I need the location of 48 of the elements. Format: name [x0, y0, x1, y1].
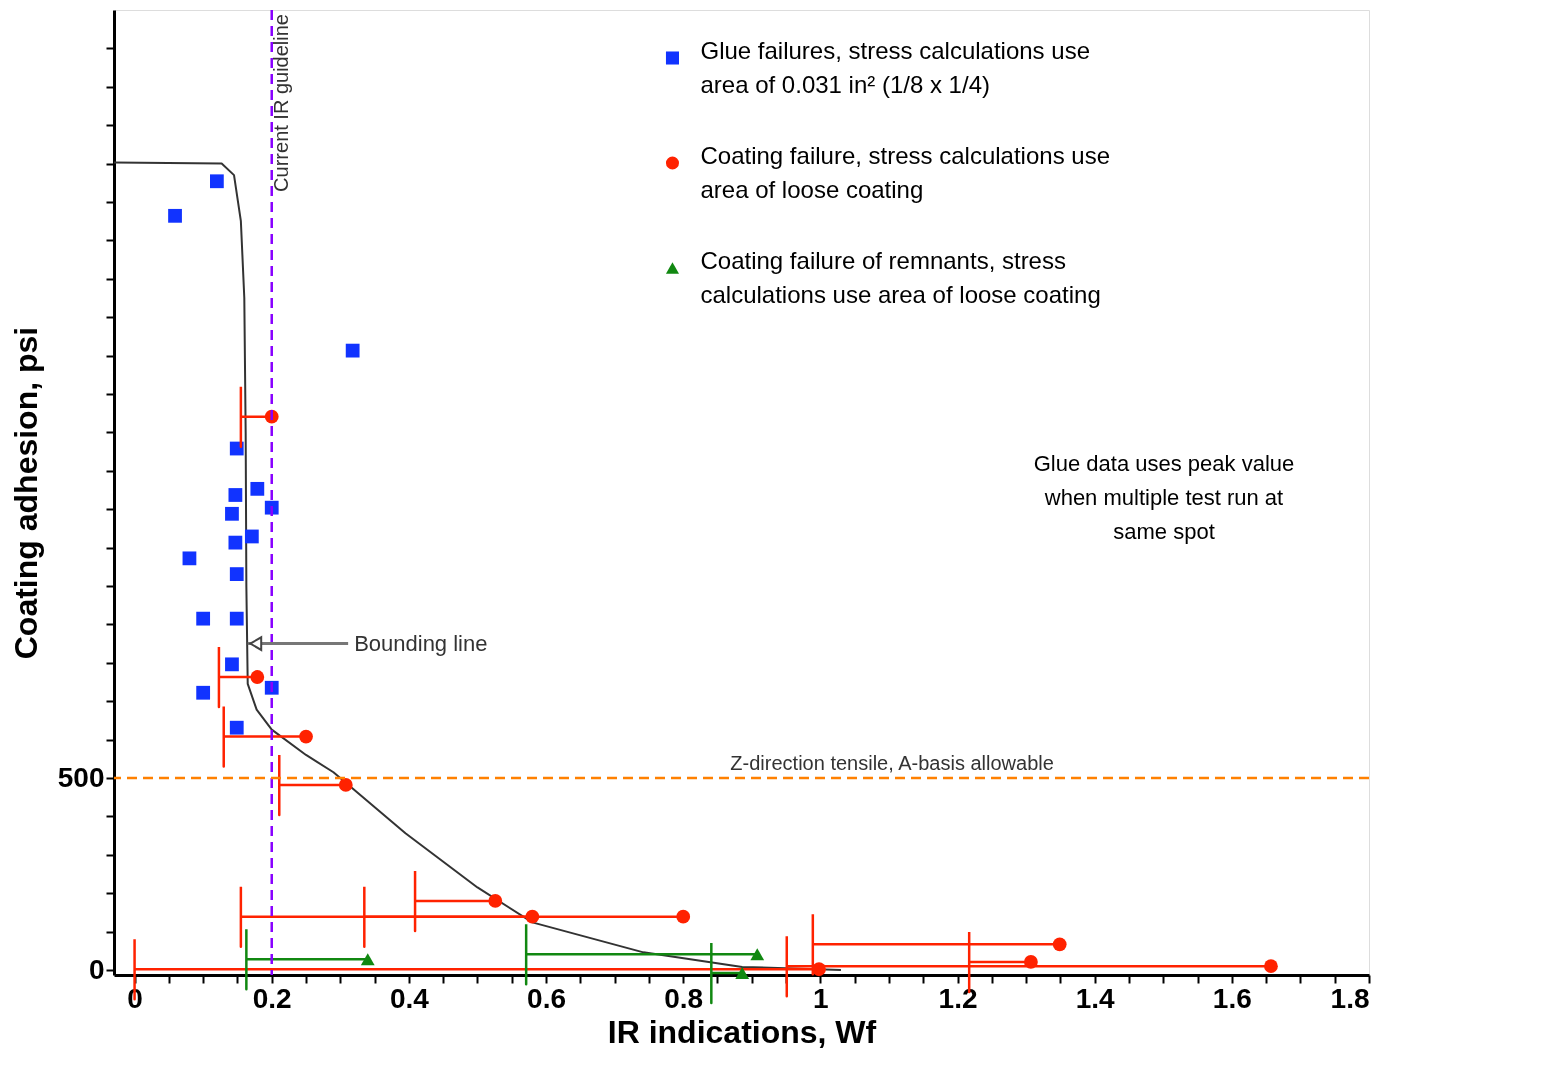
point	[488, 894, 503, 908]
legend-label: Coating failure of remnants, stress calculations use area of loose coating	[700, 247, 1101, 308]
point	[250, 481, 265, 496]
y-tick-label: 500	[57, 761, 105, 793]
point	[225, 657, 239, 672]
x-tick-label: 1.6	[1212, 982, 1252, 1014]
annotation: Bounding line	[354, 630, 488, 656]
point	[228, 488, 243, 502]
point	[196, 611, 211, 626]
point	[229, 720, 244, 735]
point	[345, 343, 360, 358]
point	[676, 909, 691, 924]
point	[360, 953, 375, 966]
point	[250, 670, 265, 684]
point	[229, 611, 244, 626]
y-axis-title: Coating adhesion, psi	[7, 326, 44, 660]
point	[812, 962, 826, 977]
point	[182, 551, 197, 566]
point	[338, 778, 353, 792]
point	[229, 567, 244, 581]
x-tick-label: 1.2	[938, 982, 978, 1014]
x-tick-label: 0	[127, 982, 143, 1014]
x-tick-label: 0.6	[527, 982, 567, 1014]
ref-line-label: Current IR guideline	[269, 14, 292, 192]
legend-label: Coating failure, stress calculations use area of loose coating	[700, 142, 1111, 203]
point	[196, 685, 211, 700]
x-tick-label: 0.4	[389, 982, 430, 1014]
x-axis-title: IR indications, Wf	[607, 1013, 877, 1050]
point	[525, 909, 540, 924]
point	[1264, 959, 1278, 974]
point	[1052, 937, 1067, 952]
point	[299, 729, 313, 744]
ref-line-label: Z-direction tensile, A-basis allowable	[730, 752, 1054, 775]
legend-label: Glue failures, stress calculations use area of 0.031 in² (1/8 x 1/4)	[700, 37, 1090, 98]
x-tick-label: 1.4	[1075, 982, 1116, 1014]
x-tick-label: 1	[813, 982, 829, 1014]
x-tick-label: 0.8	[664, 982, 704, 1014]
point	[244, 529, 259, 544]
x-tick-label: 0.2	[252, 982, 292, 1014]
point	[1024, 955, 1038, 969]
point	[209, 174, 224, 189]
point	[750, 948, 765, 961]
annotation: Glue data uses peak value when multiple test run at same spot	[1033, 450, 1295, 544]
point	[225, 506, 239, 521]
point	[735, 967, 750, 980]
point	[168, 208, 182, 223]
point	[228, 535, 243, 550]
x-tick-label: 1.8	[1330, 982, 1370, 1014]
